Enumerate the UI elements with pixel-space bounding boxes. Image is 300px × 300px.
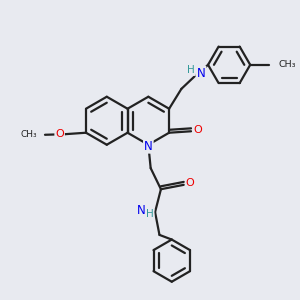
Text: O: O [186,178,195,188]
Text: CH₃: CH₃ [279,60,296,69]
Text: O: O [55,129,64,139]
Text: O: O [193,125,202,135]
Text: N: N [137,204,146,217]
Text: CH₃: CH₃ [20,130,37,139]
Text: N: N [144,140,153,153]
Text: H: H [187,65,195,75]
Text: N: N [197,67,206,80]
Text: H: H [146,209,154,219]
